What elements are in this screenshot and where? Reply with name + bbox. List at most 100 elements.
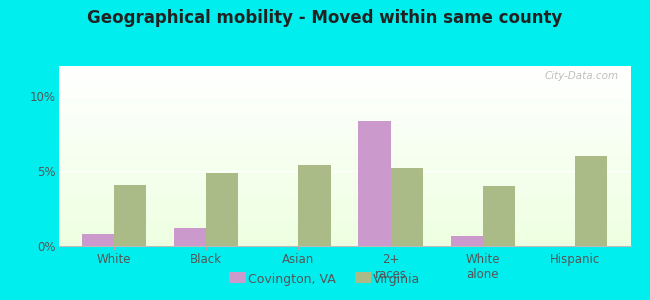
Bar — [58, 97, 630, 98]
Bar — [58, 143, 630, 145]
Bar — [58, 190, 630, 192]
Bar — [58, 113, 630, 115]
Bar — [58, 174, 630, 176]
Bar — [58, 70, 630, 71]
Bar — [58, 122, 630, 124]
Bar — [58, 167, 630, 169]
Bar — [58, 170, 630, 172]
Bar — [58, 160, 630, 161]
Legend: Covington, VA, Virginia: Covington, VA, Virginia — [224, 268, 426, 291]
Bar — [58, 104, 630, 106]
Bar — [58, 73, 630, 75]
Bar — [58, 142, 630, 143]
Bar — [58, 66, 630, 68]
Bar — [58, 230, 630, 232]
Text: Geographical mobility - Moved within same county: Geographical mobility - Moved within sam… — [87, 9, 563, 27]
Bar — [391, 168, 423, 246]
Bar — [58, 179, 630, 181]
Bar — [58, 228, 630, 230]
Bar — [483, 186, 515, 246]
Bar — [58, 183, 630, 185]
Bar — [58, 235, 630, 237]
Bar — [58, 185, 630, 187]
Bar — [58, 203, 630, 205]
Bar — [58, 125, 630, 127]
Bar — [58, 82, 630, 84]
Bar — [58, 237, 630, 239]
Bar — [58, 106, 630, 107]
Bar — [206, 172, 239, 246]
Bar — [58, 134, 630, 136]
Bar — [58, 156, 630, 158]
Bar — [58, 129, 630, 131]
Bar — [58, 242, 630, 244]
Bar — [81, 234, 114, 246]
Bar — [174, 228, 206, 246]
Bar — [58, 88, 630, 89]
Bar — [450, 236, 483, 246]
Bar — [58, 226, 630, 228]
Bar — [58, 98, 630, 100]
Bar — [58, 199, 630, 201]
Bar — [58, 165, 630, 167]
Bar — [58, 100, 630, 102]
Bar — [58, 215, 630, 217]
Bar — [58, 158, 630, 160]
Bar — [58, 210, 630, 212]
Bar — [58, 181, 630, 183]
Bar — [58, 214, 630, 215]
Bar — [58, 77, 630, 79]
Bar — [58, 192, 630, 194]
Bar — [575, 156, 608, 246]
Bar — [58, 219, 630, 221]
Bar — [58, 172, 630, 174]
Bar — [58, 91, 630, 93]
Bar — [58, 75, 630, 77]
Bar — [58, 208, 630, 210]
Bar — [58, 217, 630, 219]
Bar — [58, 127, 630, 129]
Bar — [58, 93, 630, 95]
Bar — [58, 201, 630, 203]
Bar — [58, 221, 630, 223]
Bar — [58, 68, 630, 70]
Bar — [298, 165, 331, 246]
Bar — [58, 163, 630, 165]
Bar — [58, 138, 630, 140]
Bar — [58, 194, 630, 196]
Bar — [58, 149, 630, 151]
Bar — [58, 224, 630, 226]
Bar — [58, 124, 630, 125]
Bar — [58, 197, 630, 199]
Bar — [58, 196, 630, 197]
Bar — [58, 147, 630, 149]
Bar — [58, 212, 630, 214]
Bar — [58, 107, 630, 109]
Bar — [58, 176, 630, 178]
Bar — [58, 84, 630, 86]
Bar — [58, 136, 630, 138]
Bar — [58, 102, 630, 104]
Bar — [58, 223, 630, 224]
Bar — [58, 131, 630, 133]
Bar — [114, 184, 146, 246]
Text: City-Data.com: City-Data.com — [545, 71, 619, 81]
Bar — [58, 206, 630, 208]
Bar — [58, 232, 630, 233]
Bar — [58, 116, 630, 118]
Bar — [58, 244, 630, 246]
Bar — [58, 161, 630, 163]
Bar — [58, 152, 630, 154]
Bar — [58, 145, 630, 147]
Bar — [58, 115, 630, 116]
Bar — [58, 118, 630, 120]
Bar — [58, 79, 630, 80]
Bar — [58, 205, 630, 206]
Bar — [58, 169, 630, 170]
Bar — [58, 86, 630, 88]
Bar — [58, 133, 630, 134]
Bar — [58, 188, 630, 190]
Bar — [58, 187, 630, 188]
Bar — [58, 109, 630, 111]
Bar — [58, 89, 630, 91]
